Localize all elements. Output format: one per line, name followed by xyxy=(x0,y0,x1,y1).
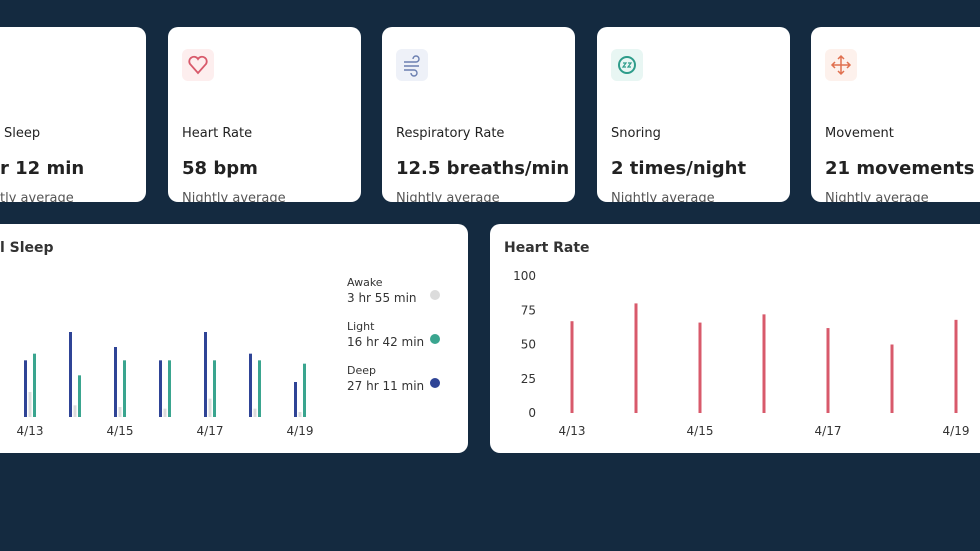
bar xyxy=(208,398,212,417)
bar xyxy=(123,360,126,417)
x-tick-label: 4/17 xyxy=(815,424,842,438)
bar xyxy=(890,344,894,413)
bar xyxy=(73,405,77,417)
card-label: Snoring xyxy=(611,126,661,141)
bar xyxy=(253,408,257,417)
bar xyxy=(118,407,122,417)
chart-title: Heart Rate xyxy=(504,240,590,256)
bar xyxy=(634,303,638,413)
bar xyxy=(826,328,830,413)
legend-total: 27 hr 11 min xyxy=(347,379,424,393)
heart-chart: Heart Rate 0 25 50 75 100 4/13 4/15 4/17 4/19 xyxy=(504,240,970,438)
chart-title: l Sleep xyxy=(0,240,54,256)
legend-dot xyxy=(430,290,440,300)
legend-label: Light xyxy=(347,320,375,333)
legend-label: Awake xyxy=(347,276,383,289)
card-value: 2 times/night xyxy=(611,158,747,179)
card-value: 12.5 breaths/min xyxy=(396,158,570,179)
card-label: Respiratory Rate xyxy=(396,126,505,141)
x-tick-label: 4/15 xyxy=(687,424,714,438)
legend-label: Deep xyxy=(347,364,376,377)
bar xyxy=(249,353,252,417)
card-note: Nightly average xyxy=(396,191,500,202)
y-tick-label: 75 xyxy=(521,303,536,317)
bar xyxy=(213,360,216,417)
card-note: Nightly average xyxy=(611,191,715,202)
card-value: 58 bpm xyxy=(182,158,258,179)
bar xyxy=(159,360,162,417)
snore-icon xyxy=(611,49,643,81)
card-label: Heart Rate xyxy=(182,126,253,141)
bar xyxy=(570,321,574,413)
x-tick-label: 4/13 xyxy=(559,424,586,438)
x-tick-label: 4/19 xyxy=(943,424,970,438)
bar xyxy=(294,382,297,417)
x-tick-label: 4/19 xyxy=(287,424,314,438)
y-tick-label: 25 xyxy=(521,372,536,386)
bar xyxy=(78,375,81,417)
bar xyxy=(698,322,702,413)
card-note: tly average xyxy=(0,191,74,202)
bar xyxy=(204,332,207,417)
bar xyxy=(24,360,27,417)
card: Sleep r 12 min tly average xyxy=(0,27,146,202)
heart-panel: Heart Rate 0 25 50 75 100 4/13 4/15 4/17 4/19 xyxy=(490,224,980,453)
bar xyxy=(28,392,32,417)
card-value: r 12 min xyxy=(0,158,85,179)
legend-total: 16 hr 42 min xyxy=(347,335,424,349)
y-tick-label: 0 xyxy=(528,406,536,420)
bar xyxy=(303,363,306,417)
move-icon xyxy=(825,49,857,81)
card-label: Sleep xyxy=(4,126,41,141)
card: Snoring 2 times/night Nightly average xyxy=(597,27,790,202)
bar xyxy=(33,353,36,417)
bar xyxy=(762,314,766,413)
card: Respiratory Rate 12.5 breaths/min Nightl… xyxy=(382,27,575,202)
x-tick-label: 4/13 xyxy=(17,424,44,438)
heart-icon xyxy=(182,49,214,81)
x-tick-label: 4/17 xyxy=(197,424,224,438)
y-tick-label: 50 xyxy=(521,338,536,352)
card-value: 21 movements xyxy=(825,158,975,179)
legend-dot xyxy=(430,378,440,388)
card-label: Movement xyxy=(825,126,894,141)
wind-icon xyxy=(396,49,428,81)
bar xyxy=(69,332,72,417)
bar xyxy=(114,347,117,417)
legend-total: 3 hr 55 min xyxy=(347,291,417,305)
card-note: Nightly average xyxy=(825,191,929,202)
legend-dot xyxy=(430,334,440,344)
sleep-chart: l Sleep 4/13 4/15 4/17 4/19 Deep 27 hr 11 min A… xyxy=(0,240,440,438)
bar xyxy=(298,412,302,417)
card: Movement 21 movements Nightly average xyxy=(811,27,980,202)
x-tick-label: 4/15 xyxy=(107,424,134,438)
bar xyxy=(163,408,167,417)
card-note: Nightly average xyxy=(182,191,286,202)
y-tick-label: 100 xyxy=(513,269,536,283)
bar xyxy=(168,360,171,417)
sleep-panel: l Sleep 4/13 4/15 4/17 4/19 Deep 27 hr 11 min A… xyxy=(0,224,468,453)
bar xyxy=(954,319,958,413)
bar xyxy=(258,360,261,417)
card: Heart Rate 58 bpm Nightly average xyxy=(168,27,361,202)
